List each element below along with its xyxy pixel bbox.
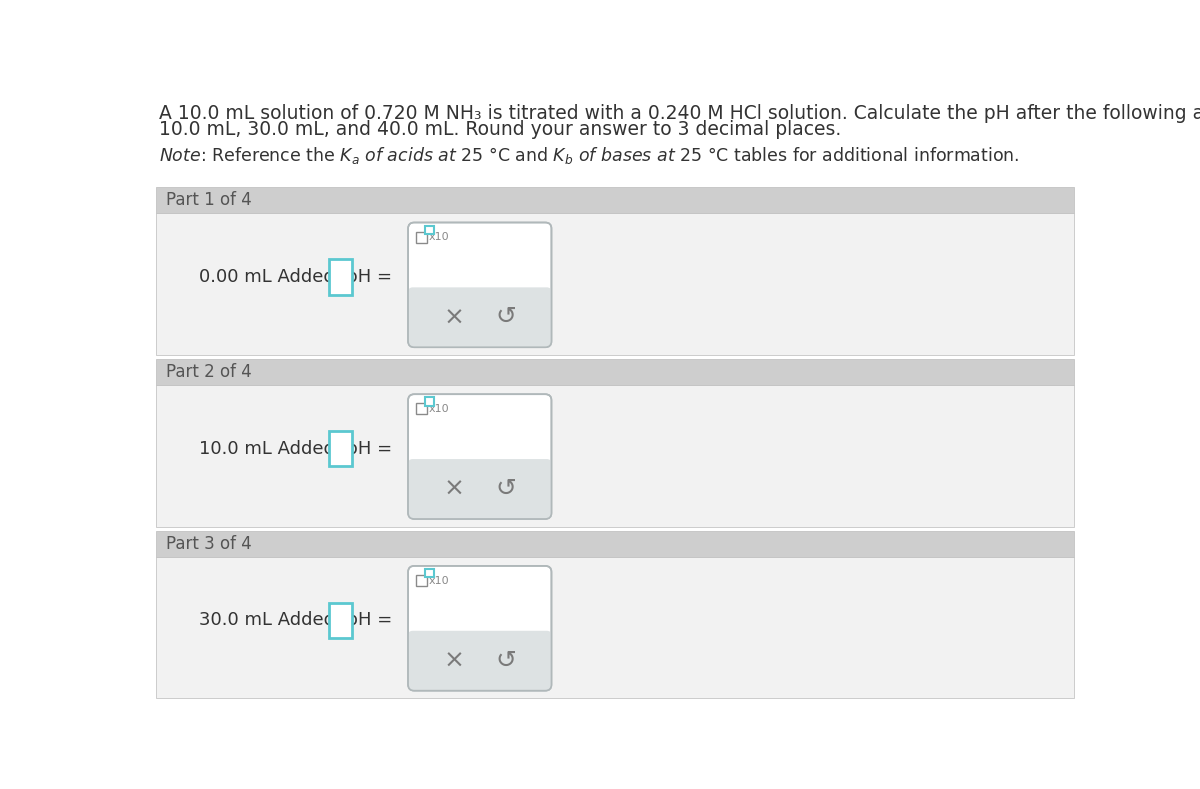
Text: ↺: ↺ bbox=[496, 305, 516, 329]
Text: Part 2 of 4: Part 2 of 4 bbox=[166, 363, 251, 381]
FancyBboxPatch shape bbox=[408, 222, 552, 347]
FancyBboxPatch shape bbox=[156, 530, 1074, 557]
Text: Part 3 of 4: Part 3 of 4 bbox=[166, 535, 251, 552]
FancyBboxPatch shape bbox=[329, 260, 353, 295]
Text: 10.0 mL, 30.0 mL, and 40.0 mL. Round your answer to 3 decimal places.: 10.0 mL, 30.0 mL, and 40.0 mL. Round you… bbox=[160, 120, 841, 139]
Text: A 10.0 mL solution of 0.720 M NH₃ is titrated with a 0.240 M HCl solution. Calcu: A 10.0 mL solution of 0.720 M NH₃ is tit… bbox=[160, 104, 1200, 123]
FancyBboxPatch shape bbox=[416, 575, 427, 586]
FancyBboxPatch shape bbox=[156, 213, 1074, 355]
Text: x10: x10 bbox=[428, 575, 449, 585]
FancyBboxPatch shape bbox=[156, 187, 1074, 213]
FancyBboxPatch shape bbox=[425, 569, 433, 578]
FancyBboxPatch shape bbox=[408, 566, 552, 690]
FancyBboxPatch shape bbox=[425, 398, 433, 406]
Text: $\it{Note}$: Reference the $K_a$ $\mathbf{\mathit{of\ acids\ at}}$ 25 °C and $K_: $\it{Note}$: Reference the $K_a$ $\mathb… bbox=[160, 144, 1020, 166]
FancyBboxPatch shape bbox=[408, 394, 552, 519]
Text: 0.00 mL Added, pH =: 0.00 mL Added, pH = bbox=[199, 268, 392, 286]
FancyBboxPatch shape bbox=[408, 287, 552, 347]
FancyBboxPatch shape bbox=[156, 385, 1074, 526]
FancyBboxPatch shape bbox=[408, 459, 552, 519]
FancyBboxPatch shape bbox=[156, 359, 1074, 385]
FancyBboxPatch shape bbox=[416, 232, 427, 242]
FancyBboxPatch shape bbox=[156, 557, 1074, 698]
Text: ↺: ↺ bbox=[496, 649, 516, 673]
FancyBboxPatch shape bbox=[425, 226, 433, 234]
Text: ×: × bbox=[444, 305, 464, 329]
FancyBboxPatch shape bbox=[329, 603, 353, 638]
Text: ×: × bbox=[444, 477, 464, 501]
Text: x10: x10 bbox=[428, 404, 449, 414]
Text: x10: x10 bbox=[428, 232, 449, 242]
Text: 30.0 mL Added, pH =: 30.0 mL Added, pH = bbox=[199, 611, 392, 630]
Text: ×: × bbox=[444, 649, 464, 673]
FancyBboxPatch shape bbox=[416, 403, 427, 414]
Text: Part 1 of 4: Part 1 of 4 bbox=[166, 191, 251, 209]
FancyBboxPatch shape bbox=[408, 630, 552, 690]
FancyBboxPatch shape bbox=[329, 431, 353, 466]
Text: ↺: ↺ bbox=[496, 477, 516, 501]
Text: 10.0 mL Added, pH =: 10.0 mL Added, pH = bbox=[199, 439, 392, 458]
